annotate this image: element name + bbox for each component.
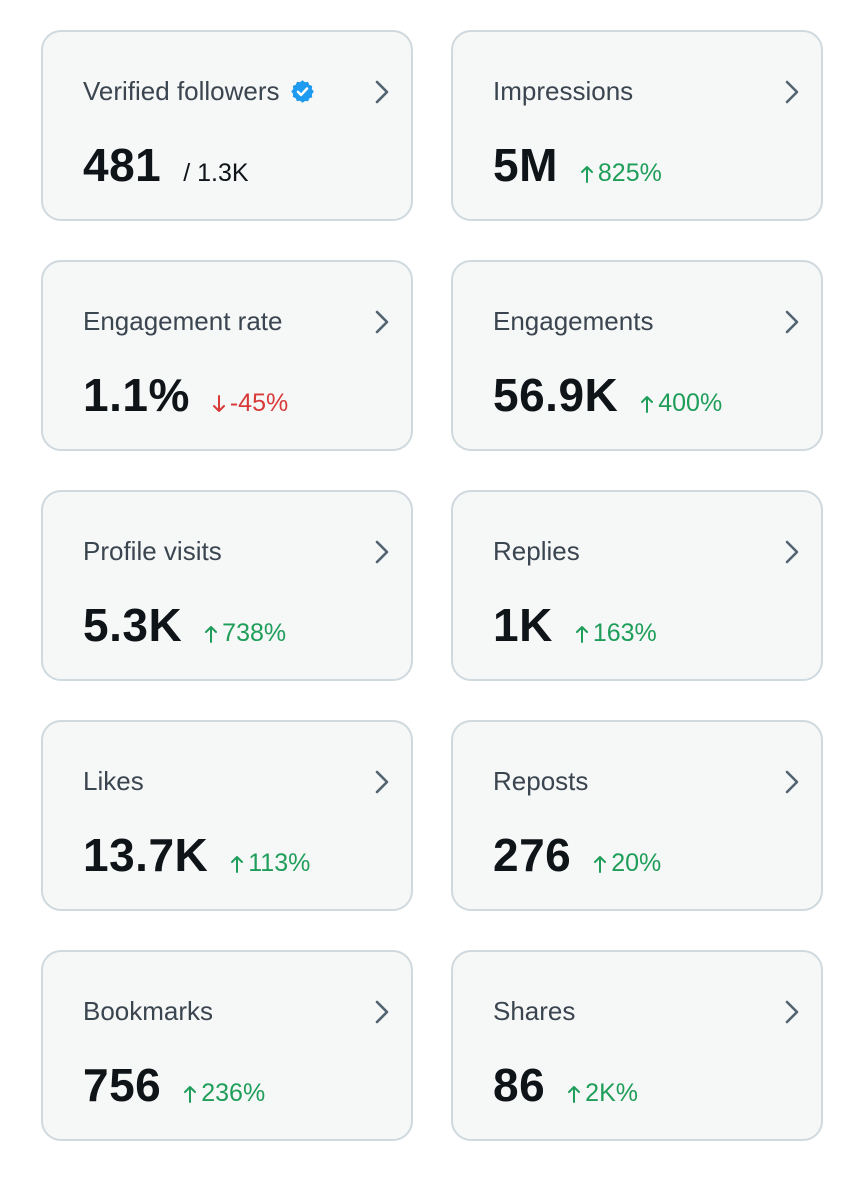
value-row: 56.9K 400% bbox=[493, 368, 722, 422]
metric-change: 113% bbox=[230, 849, 310, 878]
card-title: Engagements bbox=[493, 306, 653, 337]
card-verified-followers[interactable]: Verified followers 481 / 1.3K bbox=[41, 30, 413, 221]
metric-change: 825% bbox=[580, 159, 662, 188]
metric-change-value: 2K% bbox=[585, 1079, 638, 1107]
card-title: Replies bbox=[493, 536, 580, 567]
card-title: Likes bbox=[83, 766, 144, 797]
metric-change: -45% bbox=[212, 389, 288, 418]
value-row: 86 2K% bbox=[493, 1058, 638, 1112]
card-title-text: Shares bbox=[493, 996, 576, 1026]
metric-value: 56.9K bbox=[493, 369, 619, 421]
card-impressions[interactable]: Impressions 5M 825% bbox=[451, 30, 823, 221]
metric-change-value: 163% bbox=[592, 619, 657, 647]
chevron-right-icon bbox=[375, 540, 389, 564]
metric-change-value: 236% bbox=[201, 1079, 266, 1107]
metric-change-value: 738% bbox=[222, 619, 287, 647]
chevron-right-icon bbox=[785, 770, 799, 794]
value-row: 13.7K 113% bbox=[83, 828, 310, 882]
metric-change: 400% bbox=[640, 389, 722, 418]
value-row: 481 / 1.3K bbox=[83, 138, 249, 192]
analytics-grid: Verified followers 481 / 1.3K Impression… bbox=[41, 30, 823, 1141]
chevron-right-icon bbox=[785, 80, 799, 104]
card-title-text: Engagements bbox=[493, 306, 654, 336]
metric-value: 276 bbox=[493, 829, 572, 881]
chevron-right-icon bbox=[785, 540, 799, 564]
card-title-text: Profile visits bbox=[83, 536, 222, 566]
metric-value: 5.3K bbox=[83, 599, 183, 651]
card-title: Engagement rate bbox=[83, 306, 282, 337]
card-title-text: Engagement rate bbox=[83, 306, 283, 336]
card-title: Profile visits bbox=[83, 536, 222, 567]
card-engagements[interactable]: Engagements 56.9K 400% bbox=[451, 260, 823, 451]
card-title-text: Bookmarks bbox=[83, 996, 214, 1026]
metric-total: / 1.3K bbox=[183, 159, 249, 187]
value-row: 1K 163% bbox=[493, 598, 657, 652]
card-title-text: Impressions bbox=[493, 76, 634, 106]
arrow-up-icon bbox=[184, 1085, 197, 1103]
metric-change-value: 825% bbox=[597, 159, 662, 187]
arrow-up-icon bbox=[641, 395, 654, 413]
chevron-right-icon bbox=[375, 80, 389, 104]
metric-change: 20% bbox=[593, 849, 661, 878]
arrow-up-icon bbox=[205, 625, 218, 643]
value-row: 276 20% bbox=[493, 828, 661, 882]
metric-change-value: 113% bbox=[248, 849, 311, 877]
metric-value: 5M bbox=[493, 139, 558, 191]
card-title-text: Likes bbox=[83, 766, 144, 796]
card-likes[interactable]: Likes 13.7K 113% bbox=[41, 720, 413, 911]
card-title: Impressions bbox=[493, 76, 633, 107]
card-title: Reposts bbox=[493, 766, 588, 797]
card-title-text: Reposts bbox=[493, 766, 589, 796]
card-engagement-rate[interactable]: Engagement rate 1.1% -45% bbox=[41, 260, 413, 451]
value-row: 1.1% -45% bbox=[83, 368, 288, 422]
value-row: 756 236% bbox=[83, 1058, 265, 1112]
chevron-right-icon bbox=[375, 770, 389, 794]
metric-change: 2K% bbox=[567, 1079, 638, 1108]
metric-change: 163% bbox=[575, 619, 657, 648]
chevron-right-icon bbox=[785, 310, 799, 334]
chevron-right-icon bbox=[375, 310, 389, 334]
metric-change: 236% bbox=[183, 1079, 265, 1108]
metric-change-value: 20% bbox=[611, 849, 662, 877]
card-profile-visits[interactable]: Profile visits 5.3K 738% bbox=[41, 490, 413, 681]
arrow-up-icon bbox=[580, 165, 593, 183]
arrow-up-icon bbox=[594, 855, 607, 873]
value-row: 5.3K 738% bbox=[83, 598, 286, 652]
card-title: Shares bbox=[493, 996, 575, 1027]
metric-value: 1.1% bbox=[83, 369, 190, 421]
card-reposts[interactable]: Reposts 276 20% bbox=[451, 720, 823, 911]
metric-value: 481 bbox=[83, 139, 162, 191]
metric-value: 1K bbox=[493, 599, 553, 651]
metric-value: 86 bbox=[493, 1059, 546, 1111]
card-replies[interactable]: Replies 1K 163% bbox=[451, 490, 823, 681]
card-title-text: Verified followers bbox=[83, 76, 280, 106]
card-title: Verified followers bbox=[83, 76, 315, 107]
arrow-down-icon bbox=[212, 394, 225, 412]
value-row: 5M 825% bbox=[493, 138, 662, 192]
metric-change: 738% bbox=[204, 619, 286, 648]
metric-value: 756 bbox=[83, 1059, 162, 1111]
metric-change-value: -45% bbox=[229, 389, 289, 417]
card-shares[interactable]: Shares 86 2K% bbox=[451, 950, 823, 1141]
metric-value: 13.7K bbox=[83, 829, 209, 881]
chevron-right-icon bbox=[785, 1000, 799, 1024]
card-title-text: Replies bbox=[493, 536, 580, 566]
verified-badge-icon bbox=[290, 80, 314, 103]
arrow-up-icon bbox=[575, 625, 588, 643]
chevron-right-icon bbox=[375, 1000, 389, 1024]
card-bookmarks[interactable]: Bookmarks 756 236% bbox=[41, 950, 413, 1141]
arrow-up-icon bbox=[568, 1085, 581, 1103]
arrow-up-icon bbox=[231, 855, 244, 873]
card-title: Bookmarks bbox=[83, 996, 213, 1027]
metric-change-value: 400% bbox=[658, 389, 723, 417]
